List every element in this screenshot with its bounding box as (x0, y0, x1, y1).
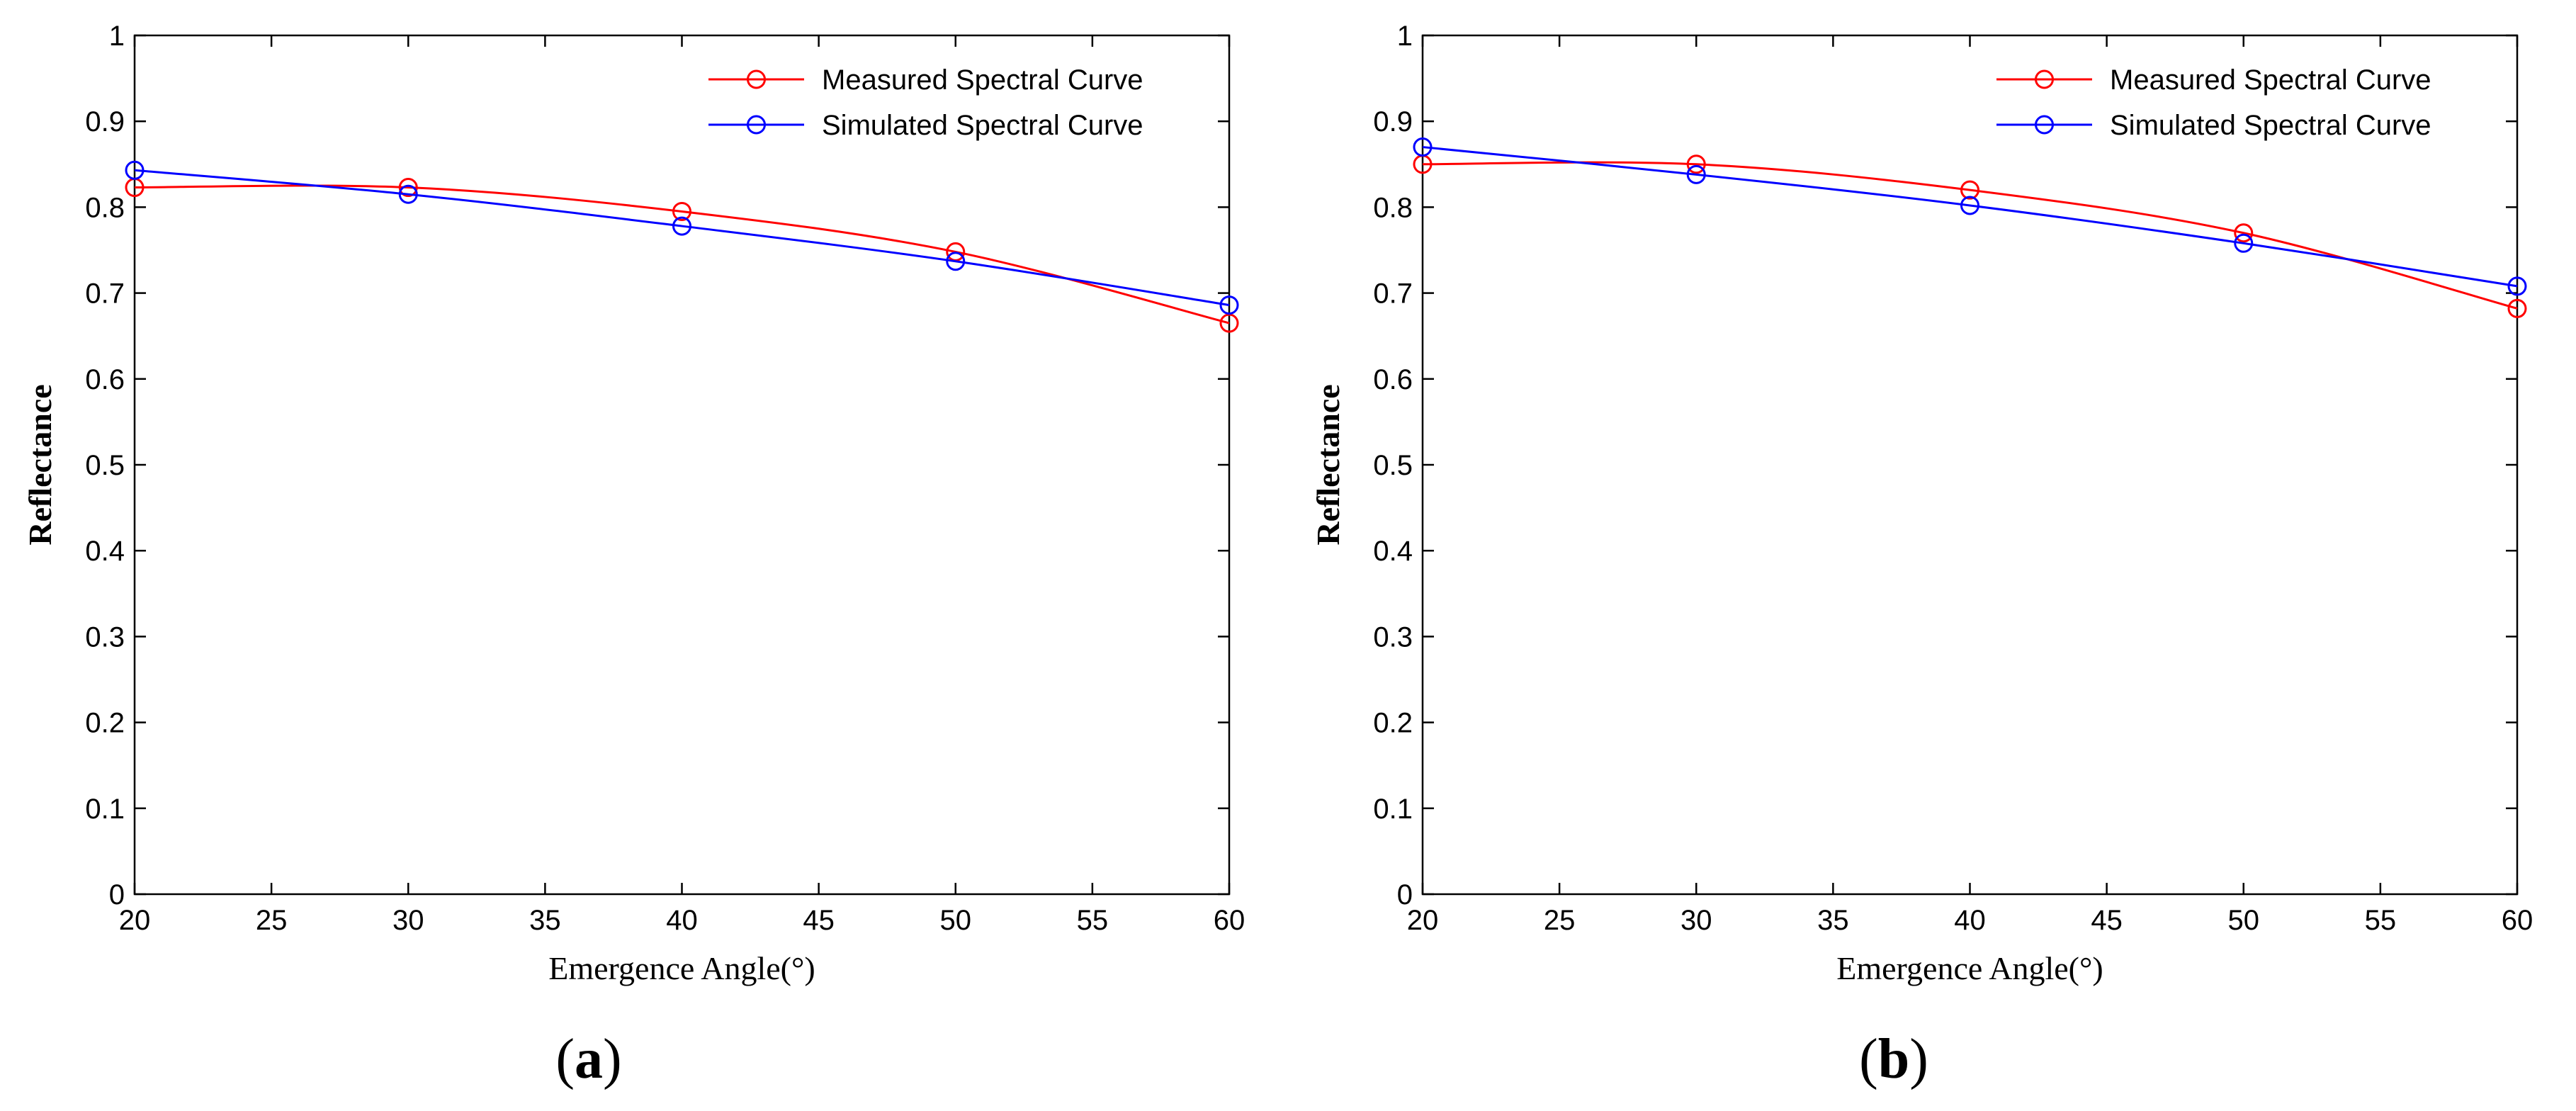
chart-b-y-tick-label: 0.7 (1373, 278, 1413, 310)
panel-label-b-open: ( (1859, 1028, 1878, 1090)
chart-b-x-tick-label: 60 (2502, 905, 2533, 936)
chart-b-y-tick-label: 0.2 (1373, 708, 1413, 739)
chart-a-simulated-point (1219, 295, 1239, 315)
chart-a-y-tick-label: 0.3 (85, 621, 125, 653)
chart-b-svg: 20 25 30 35 40 45 50 55 60 0 0.1 0.2 0.3 0.4 0.5 0.6 0.7… (1310, 21, 2533, 986)
chart-b-measured-point (2507, 298, 2527, 318)
chart-a-y-tick-label: 1 (109, 21, 125, 52)
chart-b-x-tick-label: 40 (1954, 905, 1986, 936)
chart-a-legend-simulated-label: Simulated Spectral Curve (822, 110, 1143, 141)
chart-b-measured-point (1960, 180, 1979, 200)
chart-b-y-tick-label: 0.1 (1373, 794, 1413, 825)
chart-b-simulated-point (1960, 196, 1979, 215)
chart-b-x-tick-label: 50 (2228, 905, 2260, 936)
chart-b-legend-simulated-marker (2035, 115, 2054, 135)
panel-label-a-letter: a (575, 1028, 603, 1090)
chart-b-simulated-line (1422, 146, 2518, 288)
chart-a-x-tick-label: 35 (529, 905, 561, 936)
chart-panel-a: 20 25 30 35 40 45 50 55 60 0 0.1 0.2 0.3 0.4 0.5 0.6 0.7… (22, 21, 1245, 986)
chart-b-measured-point (2234, 223, 2254, 243)
chart-a-legend-measured-marker (747, 69, 766, 89)
chart-a-simulated-point (398, 184, 418, 204)
chart-a-y-tick-label: 0.7 (85, 278, 125, 310)
chart-a-simulated-point (125, 160, 145, 180)
chart-b-x-axis-label: Emergence Angle(°) (1836, 950, 2103, 986)
chart-b-legend-measured-label: Measured Spectral Curve (2110, 64, 2431, 96)
chart-a-legend-measured-label: Measured Spectral Curve (822, 64, 1143, 96)
chart-a-y-tick-label: 0.8 (85, 192, 125, 223)
chart-b-y-tick-label: 0.4 (1373, 536, 1413, 567)
panel-label-a-open: ( (555, 1028, 575, 1090)
chart-a-simulated-point (946, 252, 966, 271)
chart-b-y-tick-label: 0.5 (1373, 450, 1413, 481)
chart-b-x-tick-label: 30 (1680, 905, 1712, 936)
chart-a-measured-point (672, 201, 691, 221)
chart-b-y-tick-label: 0.3 (1373, 621, 1413, 653)
chart-b-simulated-point (1413, 137, 1433, 157)
chart-b-x-tick-label: 55 (2365, 905, 2397, 936)
chart-a-y-axis-label: Reflectance (22, 384, 58, 545)
panel-label-a-close: ) (603, 1028, 622, 1090)
chart-b-legend-measured-marker (2035, 69, 2054, 89)
panel-label-b-close: ) (1909, 1028, 1928, 1090)
chart-b-legend-simulated-label: Simulated Spectral Curve (2110, 110, 2431, 141)
chart-a-x-axis-label: Emergence Angle(°) (548, 950, 815, 986)
chart-a-x-tick-label: 55 (1077, 905, 1109, 936)
chart-b-y-tick-label: 0.6 (1373, 364, 1413, 395)
chart-a-x-tick-label: 25 (256, 905, 288, 936)
chart-a-y-tick-label: 0 (109, 879, 125, 910)
panel-label-a: (a) (518, 1027, 660, 1092)
chart-a-measured-point (398, 178, 418, 198)
chart-a-y-tick-label: 0.4 (85, 536, 125, 567)
chart-b-x-tick-label: 20 (1407, 905, 1439, 936)
chart-a-x-tick-label: 30 (392, 905, 424, 936)
chart-b-x-tick-label: 35 (1817, 905, 1849, 936)
chart-a-x-tick-label: 45 (803, 905, 835, 936)
chart-a-simulated-point (672, 216, 691, 236)
panel-label-b-letter: b (1877, 1028, 1910, 1090)
chart-b-x-tick-label: 45 (2091, 905, 2123, 936)
chart-b-y-axis-label: Reflectance (1310, 384, 1346, 545)
chart-a-y-tick-label: 0.1 (85, 794, 125, 825)
chart-a-svg: 20 25 30 35 40 45 50 55 60 0 0.1 0.2 0.3 0.4 0.5 0.6 0.7… (22, 21, 1245, 986)
chart-b-measured-point (1686, 154, 1706, 174)
chart-a-plot-area (133, 34, 1231, 896)
chart-a-y-tick-label: 0.5 (85, 450, 125, 481)
chart-a-simulated-line (134, 169, 1230, 307)
chart-panel-b: 20 25 30 35 40 45 50 55 60 0 0.1 0.2 0.3 0.4 0.5 0.6 0.7… (1288, 0, 2576, 1111)
chart-b-x-tick-label: 25 (1544, 905, 1576, 936)
chart-b-y-tick-label: 0.9 (1373, 106, 1413, 137)
chart-a-y-tick-label: 0.6 (85, 364, 125, 395)
chart-a-x-tick-label: 40 (666, 905, 698, 936)
chart-b-y-tick-label: 0.8 (1373, 192, 1413, 223)
panel-label-b: (b) (1823, 1027, 1965, 1092)
chart-a-x-tick-label: 60 (1214, 905, 1245, 936)
chart-b-y-tick-label: 1 (1397, 21, 1413, 52)
chart-b-simulated-point (2234, 233, 2254, 253)
chart-a-x-tick-label: 20 (119, 905, 151, 936)
chart-a-y-tick-label: 0.2 (85, 708, 125, 739)
chart-a-x-tick-label: 50 (940, 905, 972, 936)
chart-b-simulated-point (1686, 164, 1706, 184)
chart-b-plot-area (1421, 34, 2519, 896)
chart-a-legend-simulated-marker (747, 115, 766, 135)
chart-b-simulated-point (2507, 276, 2527, 296)
chart-b-y-tick-label: 0 (1397, 879, 1413, 910)
chart-a-y-tick-label: 0.9 (85, 106, 125, 137)
